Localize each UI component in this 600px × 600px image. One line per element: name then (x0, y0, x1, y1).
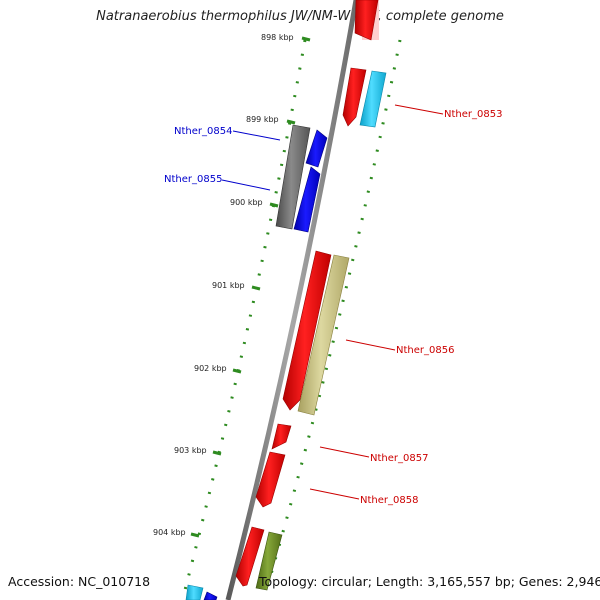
leader-nther-0853 (394, 104, 444, 115)
tick-label-901: 901 kbp (212, 281, 245, 290)
cds-nther-0853[interactable] (359, 70, 387, 128)
tick-900 (269, 202, 279, 208)
leader-nther-0855 (221, 179, 271, 191)
leader-nther-0858 (309, 488, 360, 500)
cds-nther-0853-red[interactable] (342, 67, 367, 127)
genome-backbone (225, 0, 359, 600)
gene-labels: Nther_0853 Nther_0854 Nther_0855 Nther_0… (164, 109, 502, 506)
cds-cyan-bottom[interactable] (185, 584, 204, 600)
tick-label-903: 903 kbp (174, 446, 207, 455)
cds-red-0856-pair[interactable] (282, 250, 332, 411)
cds-nther-0856[interactable] (297, 254, 350, 416)
tick-label-900: 900 kbp (230, 198, 263, 207)
leader-nther-0857 (319, 446, 370, 458)
label-nther-0858[interactable]: Nther_0858 (360, 495, 418, 506)
outer-track-guide (263, 39, 402, 596)
tick-901 (251, 285, 261, 291)
leader-nther-0854 (232, 130, 281, 141)
cds-nther-0855[interactable] (293, 166, 321, 233)
tick-904 (190, 532, 200, 538)
cds-features (185, 0, 387, 600)
tick-898 (301, 36, 311, 42)
cds-blue-bottom[interactable] (203, 591, 218, 600)
tick-label-898: 898 kbp (261, 33, 294, 42)
tick-label-899: 899 kbp (246, 115, 279, 124)
cds-olive-bottom[interactable] (255, 531, 283, 591)
cds-nther-0858[interactable] (255, 451, 286, 508)
scale-ticks (190, 36, 311, 538)
accession-text: Accession: NC_010718 (8, 574, 151, 589)
label-leaders (221, 104, 444, 500)
cds-nther-0854[interactable] (275, 124, 311, 230)
tick-label-904: 904 kbp (153, 528, 186, 537)
cds-red-top[interactable] (354, 0, 379, 41)
tick-label-902: 902 kbp (194, 364, 227, 373)
cds-nther-0857[interactable] (271, 423, 292, 450)
tick-899 (286, 119, 296, 125)
tick-902 (232, 368, 242, 374)
genome-summary-text: Topology: circular; Length: 3,165,557 bp… (259, 574, 600, 589)
label-nther-0854[interactable]: Nther_0854 (174, 126, 232, 137)
map-title: Natranaerobius thermophilus JW/NM-WN-LF,… (96, 9, 504, 24)
leader-nther-0856 (345, 339, 396, 351)
cds-red-bottom[interactable] (235, 526, 265, 587)
cds-blue-small[interactable] (305, 129, 328, 168)
label-nther-0855[interactable]: Nther_0855 (164, 174, 222, 185)
label-nther-0856[interactable]: Nther_0856 (396, 345, 454, 356)
label-nther-0857[interactable]: Nther_0857 (370, 453, 428, 464)
scale-tick-labels: 898 kbp 899 kbp 900 kbp 901 kbp 902 kbp … (153, 33, 294, 537)
label-nther-0853[interactable]: Nther_0853 (444, 109, 502, 120)
tick-903 (212, 450, 222, 456)
